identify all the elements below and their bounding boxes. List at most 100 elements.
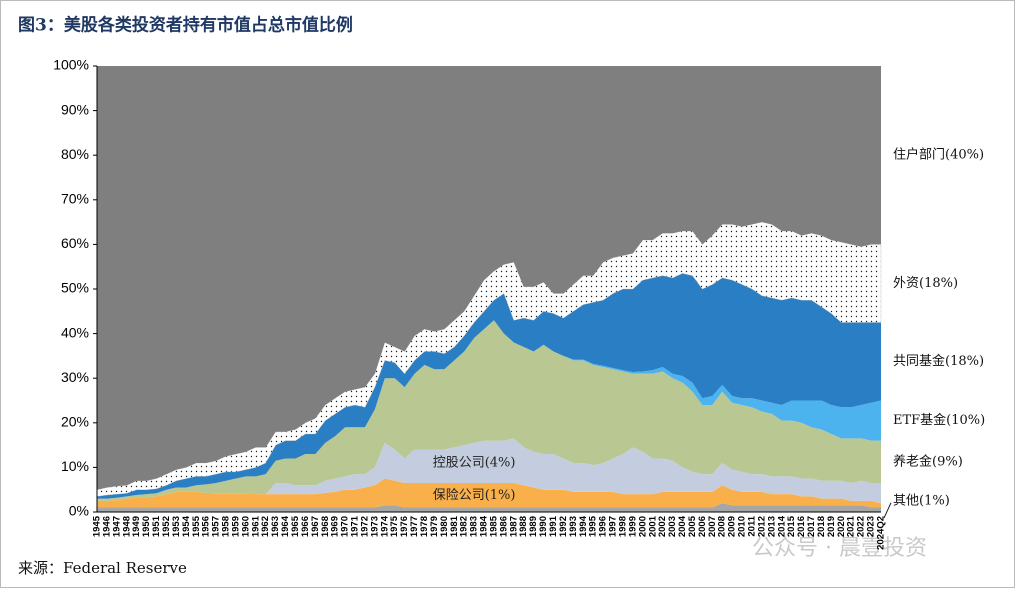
x-tick-label: 1968 <box>320 516 331 537</box>
x-tick-label: 1945 <box>92 515 103 537</box>
x-tick-label: 1997 <box>608 516 619 537</box>
x-tick-label: 1986 <box>498 516 509 537</box>
x-tick-label: 1985 <box>488 515 499 537</box>
x-tick-label: 1953 <box>171 516 182 537</box>
x-tick-label: 1956 <box>201 516 212 537</box>
x-tick-label: 1972 <box>359 516 370 537</box>
x-tick-label: 2024Q2 <box>876 516 887 550</box>
x-tick-label: 2013 <box>766 516 777 537</box>
x-tick-label: 1949 <box>131 516 142 537</box>
x-tick-label: 1982 <box>459 516 470 537</box>
watermark: 公众号 · 晨壹投资 <box>752 536 927 561</box>
x-tick-label: 1984 <box>479 515 490 537</box>
x-tick-label: 1965 <box>290 515 301 537</box>
x-tick-label: 1999 <box>627 516 638 537</box>
x-tick-label: 2006 <box>697 516 708 537</box>
x-tick-label: 1988 <box>518 516 529 537</box>
x-tick-label: 2023 <box>866 516 877 537</box>
x-tick-label: 1955 <box>191 515 202 537</box>
x-tick-label: 2007 <box>707 516 718 537</box>
x-tick-label: 1948 <box>121 516 132 537</box>
chart-title: 图3：美股各类投资者持有市值占总市值比例 <box>18 15 353 36</box>
y-tick-label: 60% <box>61 235 89 251</box>
x-tick-label: 1952 <box>161 516 172 537</box>
area <box>97 320 881 501</box>
x-tick-label: 1992 <box>558 516 569 537</box>
x-tick-label: 1983 <box>469 516 480 537</box>
x-tick-label: 1954 <box>181 515 192 537</box>
x-tick-label: 1962 <box>260 516 271 537</box>
x-tick-label: 1964 <box>280 515 291 537</box>
y-tick-label: 70% <box>61 191 89 207</box>
x-tick-label: 1957 <box>211 516 222 537</box>
x-tick-label: 1981 <box>449 515 460 537</box>
x-tick-label: 2014 <box>776 515 787 537</box>
x-tick-label: 1946 <box>101 516 112 537</box>
x-tick-label: 1990 <box>538 516 549 537</box>
area <box>97 478 881 508</box>
y-tick-label: 40% <box>61 324 89 340</box>
series-label: 住户部门(40%) <box>893 147 984 163</box>
y-tick-label: 20% <box>61 414 89 430</box>
x-tick-label: 1961 <box>250 515 261 537</box>
x-tick-label: 2004 <box>677 515 688 537</box>
area <box>97 503 881 512</box>
source: 来源：Federal Reserve <box>18 559 187 577</box>
x-tick-label: 1975 <box>389 515 400 537</box>
x-tick-label: 2017 <box>806 516 817 537</box>
x-tick-label: 2003 <box>667 516 678 537</box>
leader-line <box>883 502 892 519</box>
series-label: 控股公司(4%) <box>433 455 516 470</box>
x-tick-label: 1951 <box>151 515 162 537</box>
x-tick-label: 2009 <box>727 516 738 537</box>
x-tick-label: 1958 <box>221 516 232 537</box>
y-tick-label: 90% <box>61 101 89 117</box>
x-tick-label: 1969 <box>330 516 341 537</box>
y-tick-label: 50% <box>61 280 89 296</box>
y-tick-label: 0% <box>69 503 89 519</box>
x-tick-label: 1947 <box>111 516 122 537</box>
x-tick-label: 1959 <box>230 516 241 537</box>
x-tick-label: 1987 <box>508 516 519 537</box>
x-tick-label: 1973 <box>369 516 380 537</box>
x-tick-label: 1993 <box>568 516 579 537</box>
x-tick-label: 1980 <box>439 516 450 537</box>
y-tick-label: 100% <box>53 57 89 73</box>
x-tick-label: 2010 <box>737 516 748 537</box>
x-tick-label: 1978 <box>419 516 430 537</box>
x-tick-label: 2012 <box>756 516 767 537</box>
y-tick-label: 80% <box>61 146 89 162</box>
x-tick-label: 2022 <box>856 516 867 537</box>
x-tick-label: 1976 <box>399 516 410 537</box>
area <box>97 438 881 504</box>
series-label: 养老金(9%) <box>893 453 963 469</box>
x-tick-label: 2015 <box>786 515 797 537</box>
series-label: 其他(1%) <box>893 493 950 508</box>
x-tick-label: 1960 <box>240 516 251 537</box>
x-tick-label: 1950 <box>141 516 152 537</box>
x-tick-label: 1966 <box>300 516 311 537</box>
x-tick-label: 2016 <box>796 516 807 537</box>
x-tick-label: 1974 <box>379 515 390 537</box>
x-tick-label: 1995 <box>588 515 599 537</box>
x-tick-label: 2020 <box>836 516 847 537</box>
x-tick-label: 1967 <box>310 516 321 537</box>
y-tick-label: 30% <box>61 369 89 385</box>
series-label: 外资(18%) <box>893 276 958 291</box>
y-tick-label: 10% <box>61 458 89 474</box>
x-tick-label: 1991 <box>548 515 559 537</box>
x-tick-label: 2021 <box>846 515 857 537</box>
x-tick-label: 2011 <box>747 515 758 536</box>
series-label: ETF基金(10%) <box>893 412 985 428</box>
x-tick-label: 2005 <box>687 515 698 537</box>
area <box>97 66 881 490</box>
x-tick-label: 2018 <box>816 516 827 537</box>
x-tick-label: 1996 <box>598 516 609 537</box>
x-tick-label: 2019 <box>826 516 837 537</box>
x-tick-label: 2001 <box>647 515 658 537</box>
x-tick-label: 1963 <box>270 516 281 537</box>
area <box>96 221 882 497</box>
x-tick-label: 1970 <box>340 516 351 537</box>
plot-area: 0% 10% 20% 30% 40% 50% 60% 70% 80% 90% 100% 其他(1%) 保… <box>53 57 985 550</box>
series-label: 保险公司(1%) <box>433 488 516 503</box>
